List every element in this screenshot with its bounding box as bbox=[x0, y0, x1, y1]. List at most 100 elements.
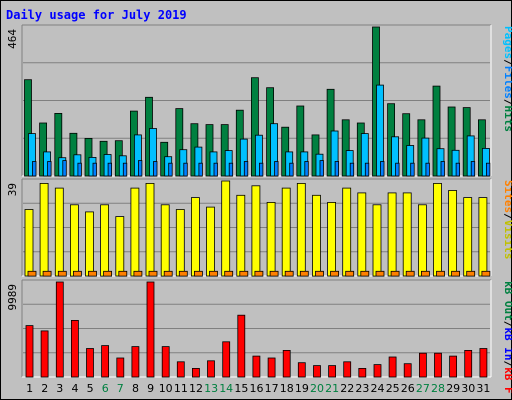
bar-visits bbox=[296, 182, 306, 277]
bar-files bbox=[360, 133, 369, 177]
bar-sites bbox=[163, 270, 173, 277]
bar-sites bbox=[466, 270, 476, 277]
x-tick-label: 27 bbox=[416, 382, 430, 395]
bar-kbytes bbox=[176, 361, 185, 378]
bar-sites bbox=[42, 270, 52, 277]
bar-sites bbox=[193, 270, 203, 277]
bar-pages bbox=[228, 162, 234, 177]
bar-kbytes bbox=[207, 360, 215, 378]
bar-visits bbox=[85, 211, 94, 277]
legend-item: / bbox=[502, 321, 512, 328]
x-tick-label: 24 bbox=[371, 382, 385, 395]
bar-pages bbox=[62, 160, 67, 177]
x-tick-label: 2 bbox=[41, 382, 48, 395]
bar-files bbox=[481, 147, 490, 177]
bar-hits bbox=[24, 79, 32, 177]
x-tick-label: 25 bbox=[386, 382, 400, 395]
bar-sites bbox=[209, 270, 218, 277]
bar-pages bbox=[274, 161, 279, 177]
bar-files bbox=[466, 135, 475, 177]
bar-hits bbox=[341, 119, 350, 177]
bar-sites bbox=[390, 270, 400, 277]
bar-sites bbox=[315, 270, 324, 277]
bar-pages bbox=[183, 162, 188, 177]
bar-kbytes bbox=[222, 341, 231, 378]
bar-visits bbox=[251, 185, 261, 277]
bar-visits bbox=[417, 204, 427, 277]
bar-pages bbox=[258, 162, 264, 177]
bar-pages bbox=[364, 162, 370, 177]
x-tick-label: 29 bbox=[446, 382, 460, 395]
bar-kbytes bbox=[25, 325, 34, 378]
bar-pages bbox=[485, 162, 491, 177]
bar-sites bbox=[330, 270, 340, 277]
bar-sites bbox=[239, 270, 249, 277]
bar-kbytes bbox=[146, 281, 155, 378]
bar-kbytes bbox=[297, 362, 306, 378]
x-tick-label: 30 bbox=[461, 382, 475, 395]
bar-visits bbox=[145, 182, 155, 277]
bar-visits bbox=[357, 192, 367, 277]
bar-visits bbox=[266, 201, 276, 277]
bar-pages bbox=[380, 161, 385, 177]
x-tick-label: 4 bbox=[72, 382, 79, 395]
bar-visits bbox=[402, 192, 412, 277]
bar-kbytes bbox=[313, 365, 321, 378]
bar-visits bbox=[115, 216, 125, 277]
bar-kbytes bbox=[71, 319, 79, 378]
bar-sites bbox=[224, 270, 234, 277]
bar-visits bbox=[206, 206, 215, 277]
x-tick-label: 7 bbox=[117, 382, 124, 395]
bar-visits bbox=[190, 197, 200, 277]
bar-visits bbox=[372, 204, 382, 277]
bar-pages bbox=[168, 162, 173, 177]
bar-kbytes bbox=[418, 352, 427, 378]
bar-hits bbox=[432, 85, 441, 177]
x-tick-label: 12 bbox=[189, 382, 203, 395]
legend-item: Pages bbox=[502, 26, 512, 59]
bar-kbytes bbox=[86, 348, 94, 378]
bar-hits bbox=[39, 122, 47, 177]
x-tick-label: 16 bbox=[250, 382, 264, 395]
bar-pages bbox=[334, 161, 340, 177]
bar-pages bbox=[304, 161, 309, 177]
bar-pages bbox=[153, 161, 158, 177]
bar-pages bbox=[425, 162, 430, 177]
bar-sites bbox=[27, 270, 37, 277]
bar-files bbox=[330, 130, 339, 177]
bar-kbytes bbox=[116, 357, 125, 378]
bar-kbytes bbox=[328, 365, 337, 378]
bar-files bbox=[239, 138, 248, 177]
bar-visits bbox=[478, 197, 488, 277]
bar-sites bbox=[118, 270, 128, 277]
bar-pages bbox=[410, 162, 415, 177]
bar-kbytes bbox=[434, 352, 442, 378]
x-tick-label: 10 bbox=[159, 382, 173, 395]
bar-sites bbox=[451, 270, 461, 277]
bar-hits bbox=[205, 124, 214, 177]
bar-visits bbox=[130, 187, 140, 277]
bar-hits bbox=[54, 113, 63, 177]
bar-visits bbox=[448, 190, 458, 277]
bar-sites bbox=[178, 270, 188, 277]
y-max-label-1: 39 bbox=[6, 183, 19, 196]
bar-kbytes bbox=[161, 346, 170, 378]
bar-pages bbox=[243, 161, 249, 177]
bar-files bbox=[254, 134, 263, 177]
x-tick-label: 9 bbox=[147, 382, 154, 395]
bar-sites bbox=[481, 270, 491, 277]
bar-sites bbox=[284, 270, 294, 277]
bar-visits bbox=[175, 209, 185, 277]
legend-item: Files bbox=[502, 66, 512, 99]
x-tick-label: 14 bbox=[219, 382, 233, 395]
bar-pages bbox=[470, 161, 476, 177]
bar-visits bbox=[221, 180, 231, 277]
bar-visits bbox=[54, 187, 64, 277]
bar-visits bbox=[39, 182, 49, 277]
x-tick-label: 13 bbox=[204, 382, 218, 395]
x-tick-label: 11 bbox=[174, 382, 188, 395]
y-max-label-2: 9989 bbox=[6, 284, 19, 311]
bar-visits bbox=[281, 187, 291, 277]
bar-files bbox=[149, 128, 157, 177]
